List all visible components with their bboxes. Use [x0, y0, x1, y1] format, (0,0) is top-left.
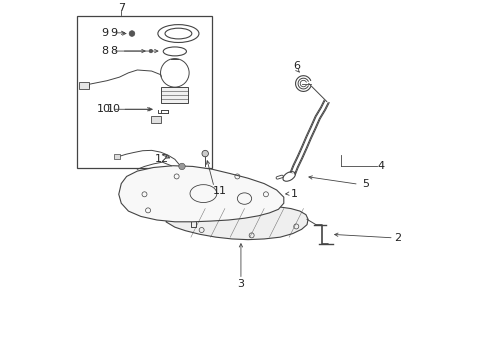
- Text: 1: 1: [290, 189, 297, 199]
- Text: 12: 12: [155, 154, 169, 163]
- Text: 7: 7: [118, 3, 124, 13]
- Bar: [80, 82, 89, 89]
- Text: 5: 5: [362, 179, 369, 189]
- Text: 3: 3: [237, 279, 244, 289]
- Text: 9: 9: [110, 28, 118, 38]
- Text: 6: 6: [292, 61, 299, 71]
- Text: 10: 10: [96, 104, 110, 114]
- Bar: [114, 154, 120, 158]
- Bar: [151, 116, 161, 123]
- Polygon shape: [165, 205, 307, 240]
- Polygon shape: [119, 166, 283, 222]
- Circle shape: [202, 150, 208, 157]
- Circle shape: [129, 31, 135, 36]
- Text: 2: 2: [394, 233, 401, 243]
- Text: 9: 9: [102, 28, 108, 38]
- Text: 8: 8: [110, 46, 118, 56]
- Text: 4: 4: [377, 161, 384, 171]
- Circle shape: [149, 49, 152, 53]
- FancyBboxPatch shape: [161, 87, 188, 103]
- Text: 10: 10: [107, 104, 121, 114]
- Text: 11: 11: [212, 186, 226, 196]
- Circle shape: [179, 163, 185, 170]
- Text: 8: 8: [102, 46, 108, 56]
- Bar: [77, 16, 212, 167]
